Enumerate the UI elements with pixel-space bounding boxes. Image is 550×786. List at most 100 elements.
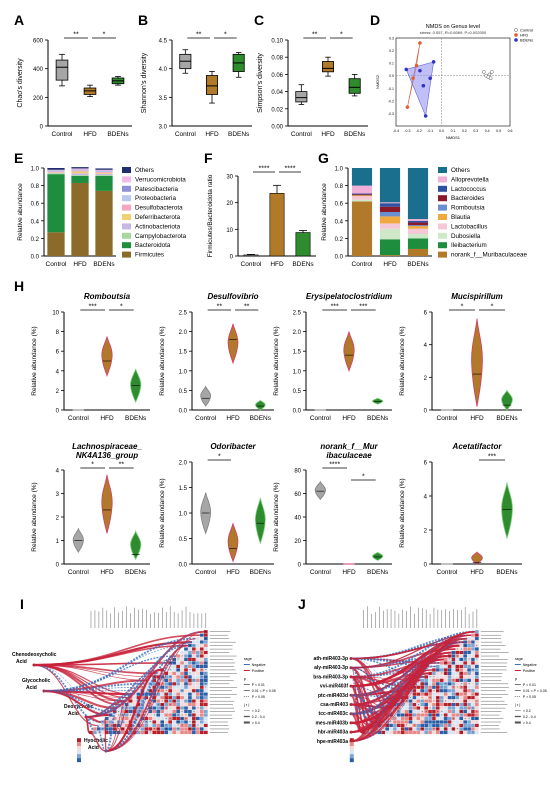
significance-label: * bbox=[120, 304, 123, 311]
significance-mark: * bbox=[166, 689, 168, 693]
heatmap-cell bbox=[435, 678, 440, 683]
heatmap-cell bbox=[160, 727, 165, 731]
heatmap-cell bbox=[172, 688, 177, 693]
significance-mark: * bbox=[465, 644, 467, 648]
y-tick-label: 2 bbox=[424, 376, 428, 382]
heatmap-cell bbox=[443, 692, 448, 697]
heatmap-cell bbox=[447, 664, 452, 669]
heatmap-cell bbox=[455, 657, 460, 662]
heatmap-cell bbox=[195, 657, 200, 662]
legend-label: Dubosiella bbox=[451, 233, 481, 240]
significance-mark: * bbox=[449, 654, 451, 658]
y-tick-label: 0.06 bbox=[271, 73, 283, 79]
x-category-label: Control bbox=[68, 415, 90, 422]
heatmap-cell bbox=[92, 727, 98, 731]
y-tick-label: 0.5 bbox=[179, 537, 188, 543]
y-tick-label: 0.3 bbox=[389, 37, 394, 41]
heatmap-cell bbox=[183, 723, 189, 728]
y-tick-label: 4.0 bbox=[159, 67, 168, 73]
significance-mark: * bbox=[174, 661, 176, 665]
significance-mark: * bbox=[441, 713, 443, 717]
violin bbox=[227, 523, 239, 563]
legend-label: Positive bbox=[523, 669, 535, 673]
heatmap-cell bbox=[474, 647, 479, 651]
heatmap-cell bbox=[447, 678, 452, 683]
significance-label: * bbox=[218, 454, 221, 461]
chart-title: Acetatifactor bbox=[452, 442, 503, 451]
heatmap-cell bbox=[392, 720, 398, 724]
heatmap-cell bbox=[428, 730, 433, 735]
y-tick-label: 1.0 bbox=[179, 369, 188, 375]
heatmap-cell bbox=[187, 695, 193, 700]
legend-label: Lactococcus bbox=[451, 186, 486, 193]
heatmap-cell bbox=[195, 727, 200, 731]
heatmap-cell bbox=[195, 695, 200, 700]
colorbar-cell bbox=[349, 742, 354, 747]
significance-label: *** bbox=[488, 454, 496, 461]
significance-mark: * bbox=[170, 717, 172, 721]
significance-mark: * bbox=[150, 720, 152, 724]
heatmap-cell bbox=[455, 668, 460, 672]
significance-mark: * bbox=[158, 703, 160, 707]
heatmap-cell bbox=[179, 678, 185, 683]
significance-mark: * bbox=[205, 661, 207, 665]
significance-mark: * bbox=[476, 692, 478, 696]
heatmap-cell bbox=[187, 709, 193, 714]
heatmap-cell bbox=[474, 633, 479, 638]
heatmap-cell bbox=[203, 699, 208, 704]
heatmap-cell bbox=[168, 720, 173, 724]
stack-segment bbox=[407, 219, 429, 221]
heatmap-cell bbox=[183, 695, 189, 700]
significance-mark: * bbox=[406, 699, 408, 703]
y-tick-label: 0.0 bbox=[179, 409, 188, 415]
heatmap-cell bbox=[424, 723, 429, 728]
x-category-label: BDENs bbox=[228, 131, 250, 138]
heatmap-cell bbox=[172, 716, 177, 721]
heatmap-cell bbox=[203, 675, 208, 679]
y-tick-label: 20 bbox=[226, 201, 233, 207]
heatmap-cell bbox=[463, 681, 468, 686]
stack-segment bbox=[407, 222, 429, 226]
significance-mark: * bbox=[174, 658, 176, 662]
heatmap-cell bbox=[385, 730, 390, 735]
stack-segment bbox=[407, 248, 429, 256]
heatmap-cell bbox=[168, 681, 173, 686]
x-tick-label: 0.6 bbox=[508, 129, 513, 133]
heatmap-cell bbox=[187, 692, 193, 697]
y-tick-label: 6 bbox=[424, 311, 428, 317]
heatmap-cell bbox=[424, 695, 429, 700]
heatmap-cell bbox=[172, 678, 177, 683]
chart-subtitle: stress: 0.057, R=0.6069, P=0.002000 bbox=[420, 30, 487, 35]
heatmap-cell bbox=[179, 730, 185, 735]
plot-frame bbox=[395, 37, 511, 127]
significance-mark: * bbox=[197, 724, 199, 728]
correlation-link bbox=[350, 690, 409, 742]
heatmap-cell bbox=[455, 720, 460, 724]
heatmap-cell bbox=[385, 727, 390, 731]
heatmap-cell bbox=[183, 654, 189, 658]
chart-title: Odoribacter bbox=[210, 442, 256, 451]
heatmap-cell bbox=[195, 709, 200, 714]
left-label: tcc-miR403c bbox=[319, 711, 349, 717]
legend-label: Blautia bbox=[451, 214, 471, 221]
y-tick-label: 0 bbox=[40, 125, 44, 131]
y-tick-label: 1.0 bbox=[335, 167, 344, 173]
heatmap-cell bbox=[451, 661, 456, 665]
heatmap-cell bbox=[416, 723, 421, 728]
significance-mark: * bbox=[426, 710, 428, 714]
x-category-label: Control bbox=[352, 261, 374, 268]
chart-h7-muribaculaceae: 0 20 40 60 80 Control HFD BDENs Relative abundan… bbox=[273, 442, 392, 576]
heatmap-cell bbox=[396, 720, 401, 724]
x-category-label: Control bbox=[175, 131, 197, 138]
significance-mark: * bbox=[476, 710, 478, 714]
heatmap-cell bbox=[199, 713, 204, 717]
chart-e-phylum-composition: 0.0 0.2 0.4 0.6 0.8 1.0 Control HFD BDENs Relativ… bbox=[17, 167, 187, 269]
heatmap-cell bbox=[467, 723, 472, 728]
chart-h5-lachnospiraceae: 0 1 2 3 4 Control HFD BDENs Relative abundance (… bbox=[31, 442, 150, 576]
heatmap-cell bbox=[435, 675, 440, 679]
colorbar-cell bbox=[77, 738, 81, 743]
heatmap-cell bbox=[183, 675, 189, 679]
heatmap-cell bbox=[400, 713, 405, 717]
heatmap-cell bbox=[416, 716, 421, 721]
y-tick-label: 0.2 bbox=[31, 237, 40, 243]
